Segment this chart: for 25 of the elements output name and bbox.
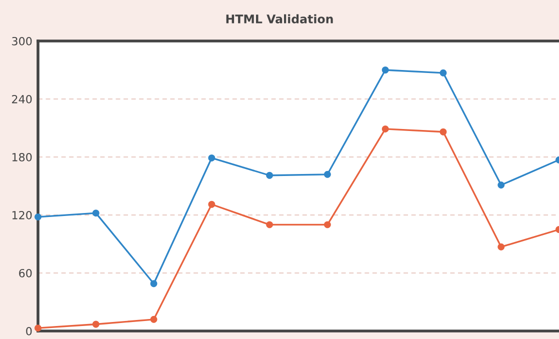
y-tick-label: 240 (12, 94, 32, 104)
y-tick-label: 0 (26, 326, 32, 336)
point (92, 210, 100, 217)
point (150, 316, 158, 323)
point (382, 125, 389, 132)
point (266, 172, 274, 179)
point (92, 320, 100, 328)
point (440, 128, 447, 136)
y-tick-label: 180 (12, 152, 32, 162)
point (150, 280, 158, 288)
point (324, 221, 331, 228)
point (208, 200, 216, 208)
point (440, 69, 447, 76)
y-tick-label: 60 (19, 268, 32, 278)
point (382, 66, 389, 74)
point (498, 243, 505, 250)
y-tick-label: 300 (12, 36, 32, 46)
point (34, 213, 42, 220)
point (266, 221, 274, 228)
chart-title: HTML Validation (226, 14, 333, 24)
point (498, 182, 505, 189)
point (208, 154, 216, 162)
y-tick-label: 120 (12, 210, 32, 220)
point (324, 170, 331, 178)
point (34, 324, 42, 332)
